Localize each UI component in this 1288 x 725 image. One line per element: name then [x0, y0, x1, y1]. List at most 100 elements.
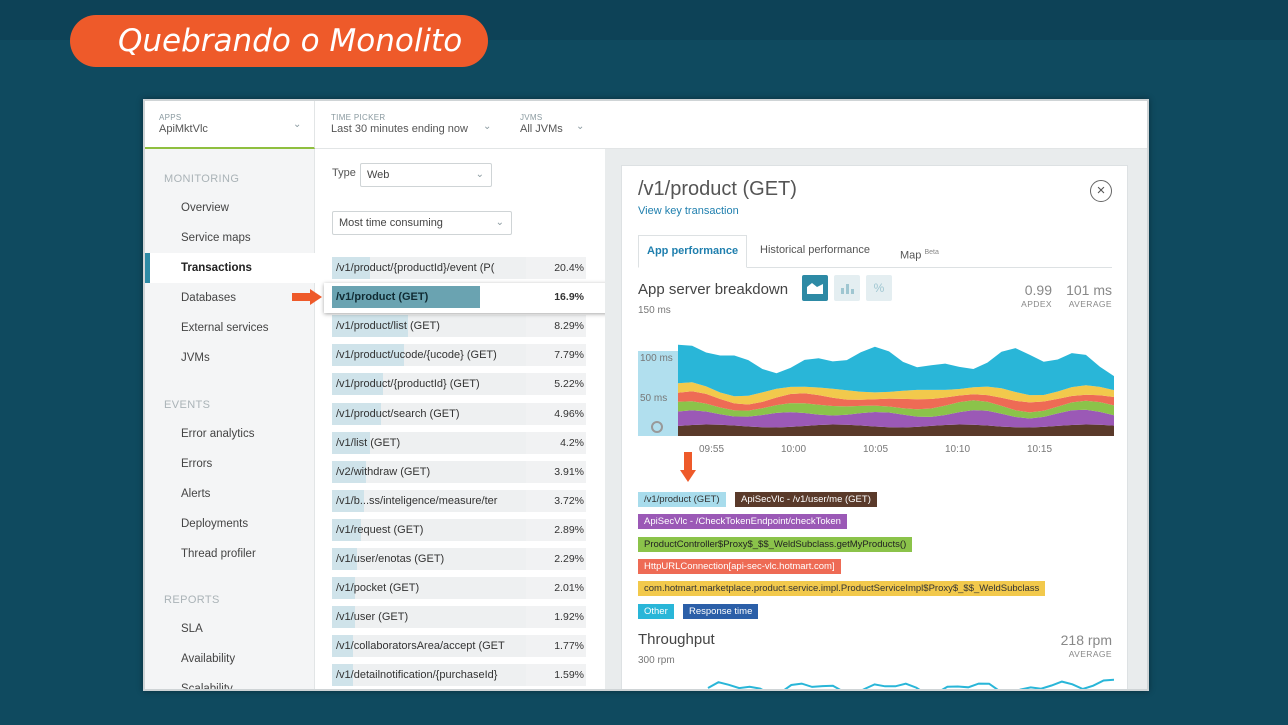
- transaction-percent: 2.89%: [526, 518, 586, 541]
- type-label: Type: [332, 167, 356, 179]
- sidebar-item-scalability[interactable]: Scalability: [181, 683, 233, 691]
- throughput-value: 218 rpm: [1060, 632, 1112, 648]
- percent-icon[interactable]: %: [866, 275, 892, 301]
- transaction-name: /v1/b...ss/inteligence/measure/ter: [336, 494, 498, 507]
- transaction-row[interactable]: /v1/list (GET) 4.2%: [332, 431, 586, 454]
- legend-item[interactable]: Response time: [683, 603, 759, 619]
- tab-map[interactable]: Map Beta: [892, 237, 947, 270]
- jvms-value: All JVMs: [520, 123, 563, 135]
- section-header-monitoring: MONITORING: [164, 173, 240, 185]
- transaction-row[interactable]: /v1/collaboratorsArea/accept (GET 1.77%: [332, 635, 586, 658]
- row-share-bar: [332, 664, 353, 687]
- legend-item[interactable]: ApiSecVlc - /v1/user/me (GET): [735, 492, 877, 507]
- average-value: 101 ms: [1066, 282, 1112, 298]
- sidebar-item-alerts[interactable]: Alerts: [181, 488, 211, 500]
- transaction-row[interactable]: /v1/request (GET) 2.89%: [332, 518, 586, 541]
- transaction-row[interactable]: /v1/product/ucode/{ucode} (GET) 7.79%: [332, 344, 586, 367]
- row-share-bar: [332, 460, 367, 483]
- legend-item[interactable]: Other: [638, 603, 674, 619]
- apdex-value: 0.99: [1024, 282, 1052, 298]
- sidebar-item-deployments[interactable]: Deployments: [181, 518, 249, 530]
- sidebar-item-sla[interactable]: SLA: [181, 623, 203, 635]
- row-share-bar: [332, 606, 355, 629]
- legend-item[interactable]: ApiSecVlc - /CheckTokenEndpoint/checkTok…: [638, 514, 847, 530]
- bar-chart-icon[interactable]: [834, 275, 860, 301]
- row-share-bar: [332, 373, 384, 396]
- transaction-row[interactable]: /v1/product/{productId} (GET) 5.22%: [332, 373, 586, 396]
- transaction-percent: 4.96%: [526, 402, 586, 425]
- sidebar-item-external-services[interactable]: External services: [181, 322, 269, 334]
- transaction-percent: 2.01%: [526, 577, 586, 600]
- throughput-series-line: [707, 678, 1114, 689]
- average-metric: 101 ms AVERAGE: [1052, 282, 1112, 309]
- view-key-transaction-link[interactable]: View key transaction: [638, 205, 739, 217]
- sidebar-item-overview[interactable]: Overview: [181, 202, 229, 214]
- transaction-row[interactable]: /v1/product/list (GET) 8.29%: [332, 315, 586, 338]
- chevron-down-icon: ⌄: [495, 217, 504, 228]
- area-chart-icon[interactable]: [802, 275, 828, 301]
- apm-window: APPS ApiMktVlc ⌄ TIME PICKER Last 30 min…: [143, 99, 1149, 691]
- transaction-row[interactable]: /v1/pocket (GET) 2.01%: [332, 577, 586, 600]
- time-picker[interactable]: TIME PICKER Last 30 minutes ending now ⌄: [331, 113, 491, 135]
- row-track: [332, 431, 586, 454]
- transaction-name: /v1/pocket (GET): [336, 582, 420, 595]
- transaction-row[interactable]: /v1/detailnotification/{purchaseId} 1.59%: [332, 664, 586, 687]
- transaction-row[interactable]: /v1/user (GET) 1.92%: [332, 606, 586, 629]
- chart-series-area: [678, 382, 1114, 405]
- throughput-y-label: 300 rpm: [638, 655, 675, 666]
- sidebar-item-availability[interactable]: Availability: [181, 653, 236, 665]
- row-track: [332, 460, 586, 483]
- time-picker-value: Last 30 minutes ending now: [331, 123, 468, 135]
- row-share-bar: [332, 577, 355, 600]
- sidebar-item-transactions[interactable]: Transactions: [145, 253, 315, 283]
- tab-app-performance[interactable]: App performance: [638, 235, 748, 268]
- transaction-percent: 4.2%: [526, 431, 586, 454]
- transaction-row-selected[interactable]: /v1/product (GET) 16.9%: [332, 286, 586, 309]
- apps-picker[interactable]: APPS ApiMktVlc ⌄: [145, 101, 315, 149]
- transaction-percent: 20.4%: [526, 257, 586, 279]
- transaction-percent: 1.59%: [526, 664, 586, 687]
- x-tick-label: 10:05: [863, 444, 888, 455]
- transaction-row[interactable]: /v2/withdraw (GET) 3.91%: [332, 460, 586, 483]
- transaction-percent: 3.91%: [526, 460, 586, 483]
- chart-series-area: [678, 424, 1114, 436]
- transaction-name: /v1/product/list (GET): [336, 320, 440, 333]
- sort-select-value: Most time consuming: [339, 217, 443, 229]
- sidebar: MONITORING Overview Service maps Transac…: [145, 149, 315, 691]
- chart-series-area: [678, 344, 1114, 397]
- legend-item[interactable]: com.hotmart.marketplace.product.service.…: [638, 581, 1046, 597]
- transaction-row[interactable]: /v1/product/{productId}/event (P(20.4%: [332, 257, 586, 279]
- row-track: [332, 373, 586, 396]
- app-server-breakdown-chart: 100 ms 50 ms 09:55 10:00 10:05 10:10 10:15: [638, 344, 1114, 455]
- sidebar-item-thread-profiler[interactable]: Thread profiler: [181, 548, 256, 560]
- type-select[interactable]: Web ⌄: [360, 163, 492, 187]
- throughput-avg-label: AVERAGE: [1068, 649, 1112, 659]
- transaction-row[interactable]: /v1/b...ss/inteligence/measure/ter 3.72%: [332, 489, 586, 512]
- legend-item[interactable]: ProductController$Proxy$_$$_WeldSubclass…: [638, 536, 913, 552]
- transaction-row[interactable]: /v1/product/search (GET) 4.96%: [332, 402, 586, 425]
- sidebar-item-service-maps[interactable]: Service maps: [181, 232, 251, 244]
- transaction-name: /v1/product/{productId} (GET): [336, 378, 480, 391]
- transaction-percent: 1.92%: [526, 606, 586, 629]
- jvms-picker[interactable]: JVMS All JVMs ⌄: [520, 113, 584, 135]
- row-share-bar: [332, 315, 408, 338]
- transaction-row[interactable]: /v1/user/enotas (GET) 2.29%: [332, 548, 586, 570]
- transaction-name: /v1/detailnotification/{purchaseId}: [336, 669, 498, 682]
- detail-title: /v1/product (GET): [638, 178, 797, 200]
- section-header-events: EVENTS: [164, 399, 211, 411]
- sidebar-item-jvms[interactable]: JVMs: [181, 352, 210, 364]
- sidebar-item-error-analytics[interactable]: Error analytics: [181, 428, 255, 440]
- sort-select[interactable]: Most time consuming ⌄: [332, 211, 512, 235]
- legend-item[interactable]: /v1/product (GET): [638, 492, 726, 507]
- row-track: [332, 489, 586, 512]
- top-bar: APPS ApiMktVlc ⌄ TIME PICKER Last 30 min…: [145, 101, 1147, 149]
- transaction-name: /v1/list (GET): [336, 436, 401, 449]
- sidebar-item-errors[interactable]: Errors: [181, 458, 213, 470]
- legend-item[interactable]: HttpURLConnection[api-sec-vlc.hotmart.co…: [638, 558, 841, 574]
- close-icon[interactable]: ×: [1090, 180, 1112, 202]
- chevron-down-icon: ⌄: [483, 121, 492, 132]
- chart-zoom-handle: [651, 421, 663, 433]
- row-share-bar: [332, 286, 481, 309]
- sidebar-item-databases[interactable]: Databases: [181, 292, 236, 304]
- tab-historical-performance[interactable]: Historical performance: [760, 244, 871, 256]
